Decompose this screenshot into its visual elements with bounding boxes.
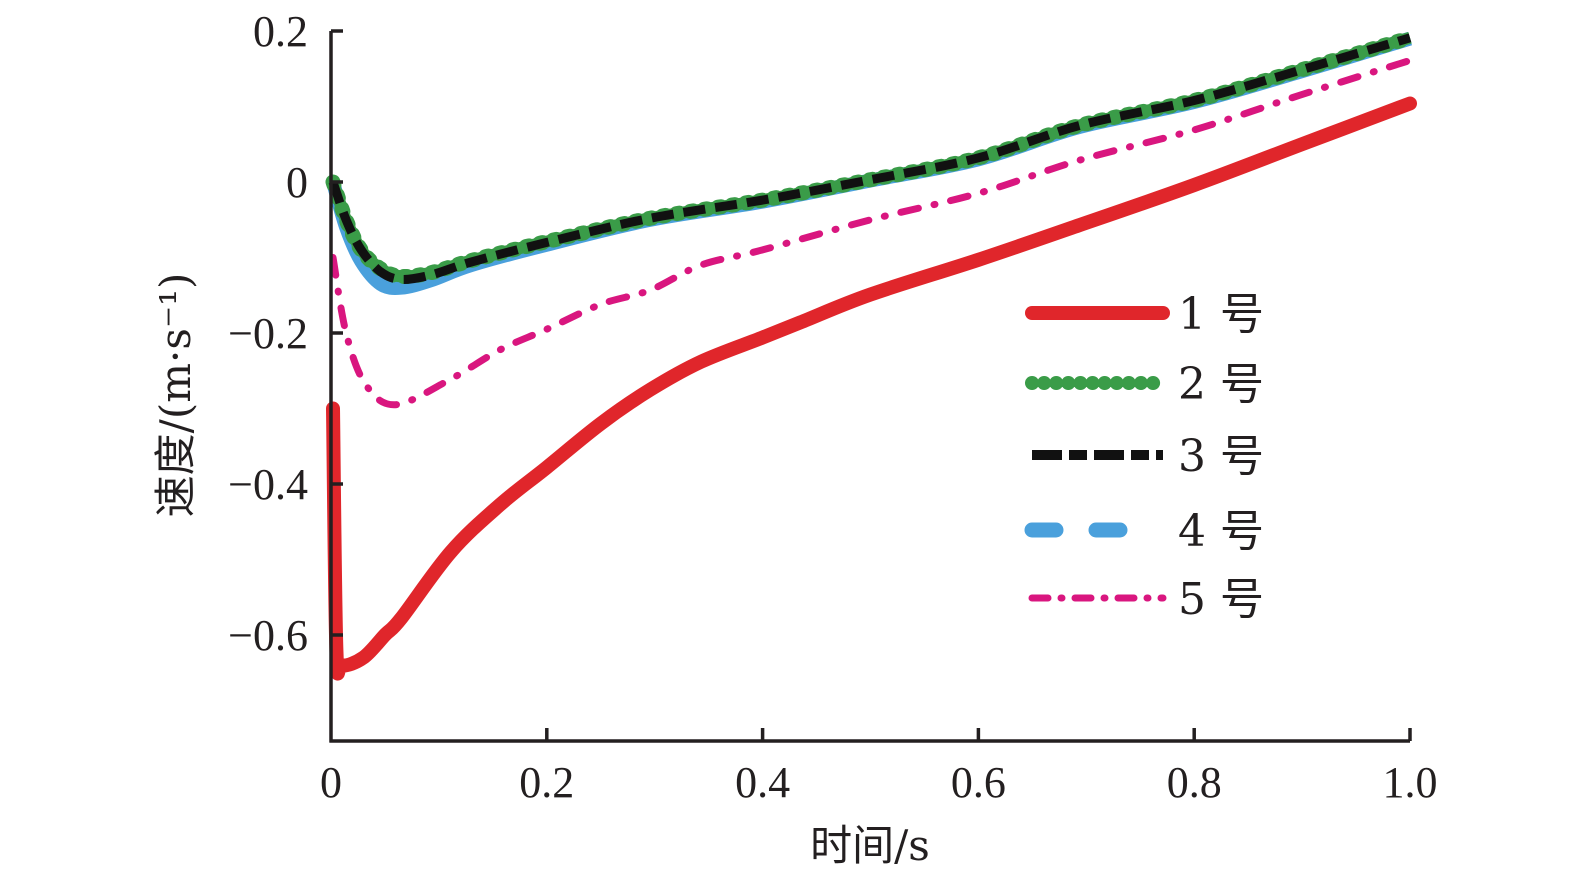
y-axis-title: 速度/(m·s⁻¹)	[151, 273, 200, 518]
legend-label-5: 5 号	[1178, 574, 1264, 625]
y-tick-label: 0	[286, 158, 308, 207]
legend-label-2: 2 号	[1178, 359, 1264, 410]
legend-label-4: 4 号	[1178, 506, 1264, 557]
x-tick-label: 0.4	[735, 758, 790, 807]
x-tick-label: 0.6	[951, 758, 1006, 807]
x-tick-label: 0.8	[1167, 758, 1222, 807]
series-line-1	[326, 96, 1417, 681]
x-tick-label: 1.0	[1383, 758, 1438, 807]
x-tick-label: 0	[320, 758, 342, 807]
series-line-3	[328, 33, 1412, 284]
ticks: 0.2 0 −0.2 −0.4 −0.6 0 0.2 0.4 0.6 0.8 1.0	[228, 7, 1437, 807]
axes	[329, 31, 1410, 743]
y-tick-label: −0.2	[228, 309, 308, 358]
series-layer	[325, 30, 1418, 681]
series-line-2	[325, 30, 1418, 285]
y-tick-label: 0.2	[253, 7, 308, 56]
series-line-2-band	[327, 32, 1412, 283]
series-line-5	[329, 56, 1414, 409]
legend-label-3: 3 号	[1178, 431, 1264, 482]
y-tick-label: −0.6	[228, 611, 308, 660]
legend: 1 号 2 号 3 号 4 号 5 号	[1024, 289, 1264, 625]
x-axis-title: 时间/s	[810, 821, 930, 870]
legend-label-1: 1 号	[1178, 289, 1264, 340]
y-tick-label: −0.4	[228, 460, 308, 509]
x-tick-label: 0.2	[519, 758, 574, 807]
